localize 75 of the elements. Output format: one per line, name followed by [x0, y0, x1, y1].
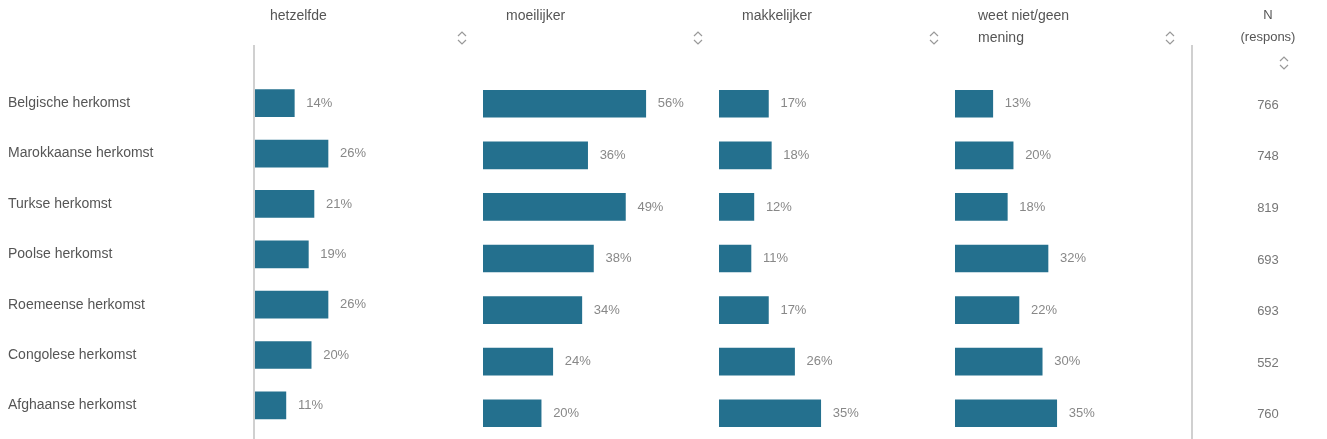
data-label: 34%: [593, 301, 621, 317]
y-tick-label: Poolse herkomst: [8, 245, 113, 262]
text: 693: [1256, 251, 1280, 266]
text: 819: [1256, 199, 1280, 215]
bar: [255, 341, 312, 369]
bar: [719, 244, 752, 273]
data-label: 18%: [1019, 198, 1046, 214]
bar: [483, 89, 647, 118]
chart-title: hetzelfde: [270, 6, 328, 25]
bar: [955, 399, 1058, 428]
bar: [483, 296, 583, 324]
data-label: 49%: [637, 198, 664, 214]
bar: [255, 240, 309, 269]
data-label: 13%: [1004, 95, 1032, 111]
text: 693: [1256, 302, 1280, 318]
y-tick-label: Turkse herkomst: [8, 194, 112, 211]
data-label: 26%: [806, 353, 834, 369]
data-label: 22%: [1030, 301, 1058, 317]
bar: [955, 244, 1049, 273]
bar: [255, 190, 315, 218]
bar: [483, 244, 594, 273]
bar: [255, 290, 329, 319]
bar: [955, 347, 1043, 376]
data-label: 18%: [783, 146, 810, 162]
data-label: 20%: [553, 404, 580, 420]
bar: [255, 89, 295, 118]
data-label: 11%: [297, 396, 324, 412]
data-label: 26%: [340, 296, 367, 312]
data-label: 21%: [325, 195, 353, 211]
data-label: 35%: [1068, 404, 1096, 420]
bar: [955, 141, 1014, 170]
data-label: 30%: [1054, 353, 1081, 369]
bar: [719, 399, 822, 428]
bar: [255, 139, 329, 168]
text: N (respons): [1239, 6, 1297, 46]
bar: [955, 193, 1008, 221]
text: 748: [1256, 147, 1280, 163]
y-tick-label: Afghaanse herkomst: [8, 396, 137, 413]
data-label: 17%: [780, 301, 807, 317]
bar: [483, 141, 588, 170]
bar: [955, 89, 994, 118]
bar: [719, 347, 795, 376]
text: 552: [1256, 354, 1280, 370]
bar: [483, 347, 554, 376]
bar: [719, 193, 755, 221]
chart-title: makkelijker: [742, 6, 813, 25]
data-label: 14%: [306, 94, 333, 110]
data-label: 32%: [1060, 250, 1087, 266]
y-tick-label: Roemeense herkomst: [8, 295, 146, 312]
bar: [483, 399, 542, 428]
bar: [483, 193, 626, 221]
text: 766: [1256, 96, 1280, 112]
bar: [719, 141, 772, 170]
data-label: 36%: [599, 146, 627, 162]
data-label: 56%: [657, 95, 685, 111]
y-tick-label: Belgische herkomst: [8, 94, 131, 111]
data-label: 38%: [605, 250, 632, 266]
data-label: 26%: [340, 145, 367, 161]
data-label: 11%: [762, 250, 789, 266]
chart-title: moeilijker: [506, 6, 567, 25]
bar: [955, 296, 1020, 324]
data-label: 20%: [323, 346, 350, 362]
data-label: 20%: [1025, 146, 1052, 162]
data-label: 17%: [780, 95, 807, 111]
bar: [719, 296, 769, 324]
data-label: 12%: [765, 198, 793, 214]
y-tick-label: Congolese herkomst: [8, 345, 137, 362]
bar: [255, 391, 287, 420]
bar: [719, 89, 769, 118]
text: 760: [1256, 405, 1280, 421]
data-label: 19%: [320, 245, 347, 261]
data-label: 35%: [832, 404, 860, 420]
data-label: 24%: [564, 353, 592, 369]
chart-title: weet niet/geen mening: [978, 6, 1071, 47]
y-tick-label: Marokkaanse herkomst: [8, 144, 154, 161]
